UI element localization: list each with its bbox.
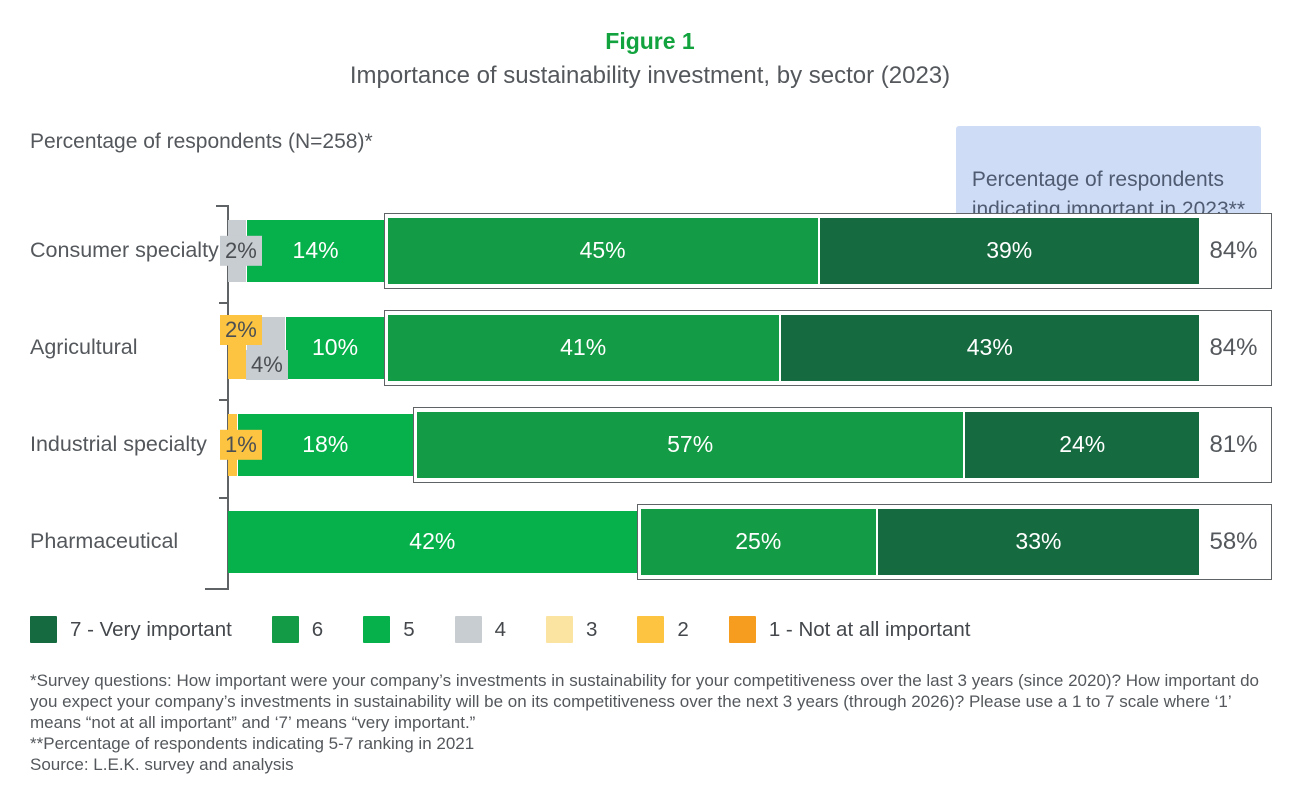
legend-item: 4 [454,616,507,643]
segment-value-label: 33% [1015,528,1062,554]
bar-track: 42% [228,510,637,573]
segment-value-label: 41% [560,334,607,360]
important-total-label: 81% [1209,430,1258,458]
axis-tick-bottom [205,588,228,590]
bar-row: Pharmaceutical 42% 25% 33% 58% [0,493,1300,590]
footnote-source: Source: L.E.K. survey and analysis [30,755,294,774]
legend-label: 5 [403,617,415,641]
legend-swatch-rating-4 [454,616,482,643]
segment-chip-label-rating-4: 4% [246,349,288,380]
figure-label: Figure 1 [605,28,695,54]
legend-item: 1 - Not at all important [728,616,971,643]
segment-rating-6: 41% [387,314,781,381]
segment-rating-7: 39% [819,217,1199,284]
bar-row: Consumer specialty 14% 45% 39% 84% 2% [0,202,1300,299]
segment-chip-label-rating-4: 2% [220,235,262,266]
chart-title: Importance of sustainability investment,… [349,62,951,89]
axis-tick-2 [219,399,228,401]
segment-value-label: 39% [986,237,1033,263]
legend-label: 3 [586,617,598,641]
segment-value-label: 14% [292,237,339,263]
segment-value-label: 45% [579,237,626,263]
segment-rating-5: 18% [237,413,413,476]
bar-rows: Consumer specialty 14% 45% 39% 84% 2% Agricult… [0,202,1300,590]
bar-row: Agricultural 10% 41% 43% 84% 2% 4% [0,299,1300,396]
footnote-survey-questions: *Survey questions: How important were yo… [30,671,1259,732]
segment-value-label: 43% [966,334,1013,360]
legend-label: 7 - Very important [70,617,232,641]
category-label: Agricultural [30,334,138,359]
legend-label: 1 - Not at all important [768,617,971,641]
axis-tick-top [216,205,228,207]
bar: 18% 57% 24% 81% 1% [220,396,1272,493]
category-label: Industrial specialty [30,431,207,456]
footnotes: *Survey questions: How important were yo… [30,670,1278,775]
legend: 7 - Very important 6 5 4 3 2 1 - Not at all im… [30,616,971,643]
important-2023-box: 25% 33% 58% [636,503,1272,580]
bar: 10% 41% 43% 84% 2% 4% [220,299,1272,396]
segment-rating-6: 57% [416,411,966,478]
legend-item: 7 - Very important [30,616,232,643]
segment-rating-7: 43% [780,314,1199,381]
legend-swatch-rating-7 [30,616,57,643]
legend-label: 6 [311,617,324,641]
important-total-label: 84% [1209,236,1258,264]
segment-value-label: 10% [311,334,359,360]
legend-label: 4 [494,617,507,641]
y-axis-line [227,205,229,590]
important-total-label: 58% [1209,527,1258,555]
bar-row: Industrial specialty 18% 57% 24% 81% 1% [0,396,1300,493]
legend-swatch-rating-6 [271,616,299,643]
legend-swatch-rating-5 [363,616,391,643]
bar: 42% 25% 33% 58% [228,493,1272,590]
legend-item: 2 [637,616,689,643]
bar: 14% 45% 39% 84% 2% [220,202,1272,299]
footnote-2021-ranking: **Percentage of respondents indicating 5… [30,734,475,753]
segment-rating-5: 42% [228,510,637,573]
legend-item: 3 [546,616,597,643]
stacked-bar-chart: Consumer specialty 14% 45% 39% 84% 2% Agricult… [0,202,1300,592]
category-label: Consumer specialty [30,237,219,262]
axis-caption: Percentage of respondents (N=258)* [30,130,373,153]
segment-value-label: 42% [409,528,456,554]
axis-tick-1 [219,302,228,304]
segment-rating-7: 33% [877,508,1199,575]
segment-value-label: 25% [735,528,782,554]
legend-label: 2 [677,617,689,641]
legend-item: 6 [271,616,324,643]
important-total-label: 84% [1209,333,1258,361]
segment-rating-5: 10% [286,316,384,379]
important-2023-box: 45% 39% 84% [383,212,1272,289]
segment-rating-6: 45% [387,217,820,284]
segment-rating-7: 24% [965,411,1199,478]
segment-rating-5: 14% [247,219,384,282]
segment-chip-label-rating-2: 1% [220,429,262,460]
segment-value-label: 18% [302,431,349,457]
legend-item: 5 [363,616,415,643]
segment-value-label: 57% [667,431,714,457]
segment-chip-label-rating-2: 2% [220,315,262,346]
segment-rating-6: 25% [640,508,878,575]
legend-swatch-rating-1 [728,616,756,643]
legend-swatch-rating-2 [637,616,665,643]
important-2023-box: 57% 24% 81% [412,406,1272,483]
bar-track: 14% [228,219,384,282]
legend-swatch-rating-3 [546,616,574,643]
important-2023-box: 41% 43% 84% [383,309,1272,386]
segment-value-label: 24% [1059,431,1106,457]
axis-tick-3 [219,497,228,499]
category-label: Pharmaceutical [30,528,179,553]
